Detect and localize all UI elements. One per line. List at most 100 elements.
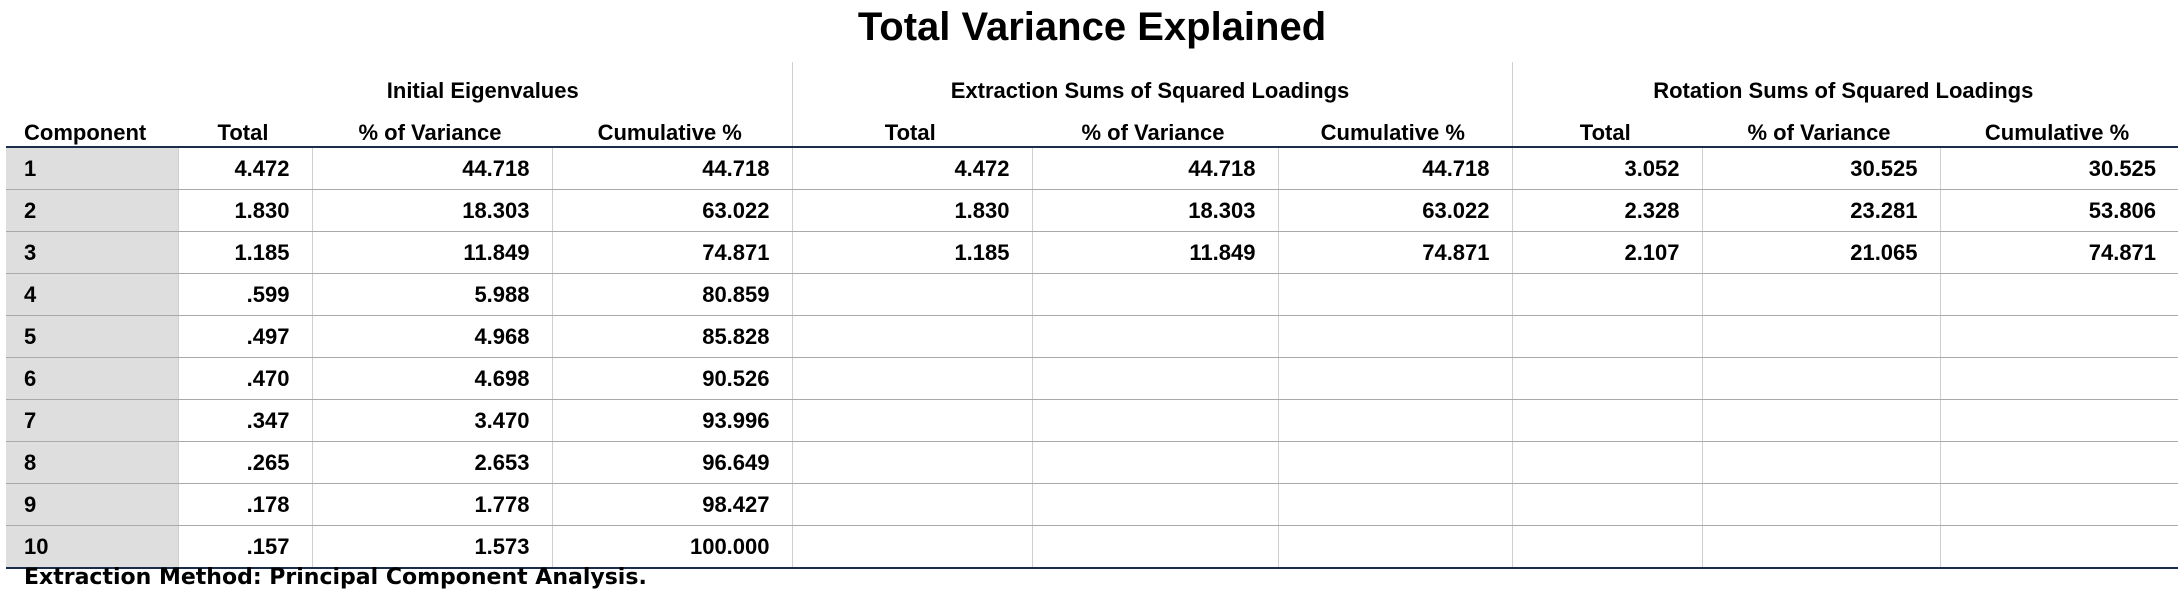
cell-extraction-total: 1.830: [791, 189, 1032, 232]
cell-rotation-cumulative: [1939, 273, 2179, 316]
table-body: 1 4.472 44.718 44.718 4.472 44.718 44.718 3.052…: [6, 147, 2179, 569]
cell-extraction-total: [791, 441, 1032, 484]
table-title: Total Variance Explained: [857, 5, 1327, 49]
col-header-cumulative: Cumulative %: [1278, 104, 1513, 148]
cell-initial-cumulative: 100.000: [551, 525, 792, 569]
cell-initial-cumulative: 63.022: [551, 189, 792, 232]
cell-initial-pct-variance: 1.573: [311, 525, 552, 569]
table-row: 3 1.185 11.849 74.871 1.185 11.849 74.871 2.107…: [6, 231, 2179, 274]
cell-rotation-cumulative: [1939, 525, 2179, 569]
cell-extraction-cumulative: [1277, 273, 1513, 316]
cell-rotation-cumulative: 30.525: [1939, 147, 2179, 190]
cell-rotation-total: [1511, 441, 1703, 484]
table-row: 5.497 4.968 85.828: [6, 315, 2179, 358]
cell-extraction-pct-variance: [1031, 273, 1278, 316]
cell-extraction-cumulative: [1277, 315, 1513, 358]
col-header-total: Total: [1511, 104, 1703, 148]
cell-extraction-pct-variance: [1031, 315, 1278, 358]
cell-extraction-cumulative: 74.871: [1277, 231, 1513, 274]
cell-extraction-total: 4.472: [791, 147, 1032, 190]
cell-extraction-pct-variance: [1031, 483, 1278, 526]
cell-initial-pct-variance: 4.968: [311, 315, 552, 358]
cell-extraction-cumulative: 63.022: [1277, 189, 1513, 232]
cell-initial-pct-variance: 1.778: [311, 483, 552, 526]
component-label: 5: [6, 315, 178, 358]
table-row: 4.599 5.988 80.859: [6, 273, 2179, 316]
col-header-cumulative: Cumulative %: [1940, 104, 2179, 148]
cell-rotation-total: 2.107: [1511, 231, 1703, 274]
cell-rotation-pct-variance: 21.065: [1701, 231, 1941, 274]
component-label: 3: [6, 231, 178, 274]
cell-initial-cumulative: 93.996: [551, 399, 792, 442]
cell-rotation-total: [1511, 273, 1703, 316]
table-row: 7.347 3.470 93.996: [6, 399, 2179, 442]
component-label: 7: [6, 399, 178, 442]
cell-initial-pct-variance: 4.698: [311, 357, 552, 400]
component-label: 2: [6, 189, 178, 232]
cell-rotation-pct-variance: [1701, 399, 1941, 442]
cell-initial-cumulative: 96.649: [551, 441, 792, 484]
cell-rotation-total: [1511, 315, 1703, 358]
cell-extraction-total: [791, 399, 1032, 442]
cell-initial-total: 4.472: [177, 147, 312, 190]
cell-initial-pct-variance: 44.718: [311, 147, 552, 190]
component-header: Component: [6, 104, 178, 148]
group-initial-eigenvalues: Initial Eigenvalues: [386, 78, 579, 103]
cell-rotation-cumulative: 74.871: [1939, 231, 2179, 274]
cell-extraction-total: [791, 357, 1032, 400]
cell-rotation-cumulative: [1939, 315, 2179, 358]
cell-extraction-total: 1.185: [791, 231, 1032, 274]
cell-initial-cumulative: 85.828: [551, 315, 792, 358]
table-row: 8.265 2.653 96.649: [6, 441, 2179, 484]
cell-initial-pct-variance: 2.653: [311, 441, 552, 484]
cell-initial-pct-variance: 5.988: [311, 273, 552, 316]
cell-extraction-pct-variance: 18.303: [1031, 189, 1278, 232]
cell-rotation-pct-variance: 30.525: [1701, 147, 1941, 190]
component-label: 8: [6, 441, 178, 484]
cell-rotation-total: 3.052: [1511, 147, 1703, 190]
cell-extraction-pct-variance: [1031, 441, 1278, 484]
cell-rotation-pct-variance: [1701, 315, 1941, 358]
col-header-pct-variance: % of Variance: [1032, 104, 1278, 148]
table-row: 6.470 4.698 90.526: [6, 357, 2179, 400]
corner-cell: [6, 62, 178, 104]
table-row: 1 4.472 44.718 44.718 4.472 44.718 44.718 3.052…: [6, 147, 2179, 190]
col-header-cumulative: Cumulative %: [552, 104, 792, 148]
cell-initial-total: .599: [177, 273, 312, 316]
cell-initial-total: .157: [177, 525, 312, 569]
cell-extraction-cumulative: [1277, 399, 1513, 442]
component-label: 4: [6, 273, 178, 316]
col-header-pct-variance: % of Variance: [1702, 104, 1941, 148]
col-header-total: Total: [178, 104, 312, 148]
cell-initial-total: .497: [177, 315, 312, 358]
cell-rotation-pct-variance: [1701, 273, 1941, 316]
group-rotation-sums: Rotation Sums of Squared Loadings: [1511, 62, 2179, 104]
cell-extraction-cumulative: [1277, 357, 1513, 400]
cell-initial-cumulative: 44.718: [551, 147, 792, 190]
table-row: 9.178 1.778 98.427: [6, 483, 2179, 526]
cell-extraction-cumulative: 44.718: [1277, 147, 1513, 190]
cell-initial-pct-variance: 11.849: [311, 231, 552, 274]
group-extraction-sums: Extraction Sums of Squared Loadings: [791, 62, 1513, 104]
cell-initial-total: .178: [177, 483, 312, 526]
footnote: Extraction Method: Principal Component A…: [24, 565, 647, 590]
cell-rotation-total: 2.328: [1511, 189, 1703, 232]
table-row: 10.157 1.573 100.000: [6, 525, 2179, 569]
cell-rotation-cumulative: [1939, 483, 2179, 526]
cell-rotation-cumulative: [1939, 441, 2179, 484]
table-row: 2 1.830 18.303 63.022 1.830 18.303 63.022 2.328…: [6, 189, 2179, 232]
cell-extraction-pct-variance: [1031, 399, 1278, 442]
cell-rotation-total: [1511, 483, 1703, 526]
cell-rotation-cumulative: [1939, 357, 2179, 400]
cell-rotation-pct-variance: [1701, 357, 1941, 400]
cell-rotation-cumulative: 53.806: [1939, 189, 2179, 232]
cell-extraction-cumulative: [1277, 525, 1513, 569]
cell-extraction-pct-variance: [1031, 525, 1278, 569]
cell-extraction-cumulative: [1277, 441, 1513, 484]
cell-extraction-total: [791, 273, 1032, 316]
cell-initial-total: .470: [177, 357, 312, 400]
cell-extraction-total: [791, 315, 1032, 358]
cell-rotation-total: [1511, 399, 1703, 442]
cell-initial-pct-variance: 3.470: [311, 399, 552, 442]
cell-initial-total: .265: [177, 441, 312, 484]
